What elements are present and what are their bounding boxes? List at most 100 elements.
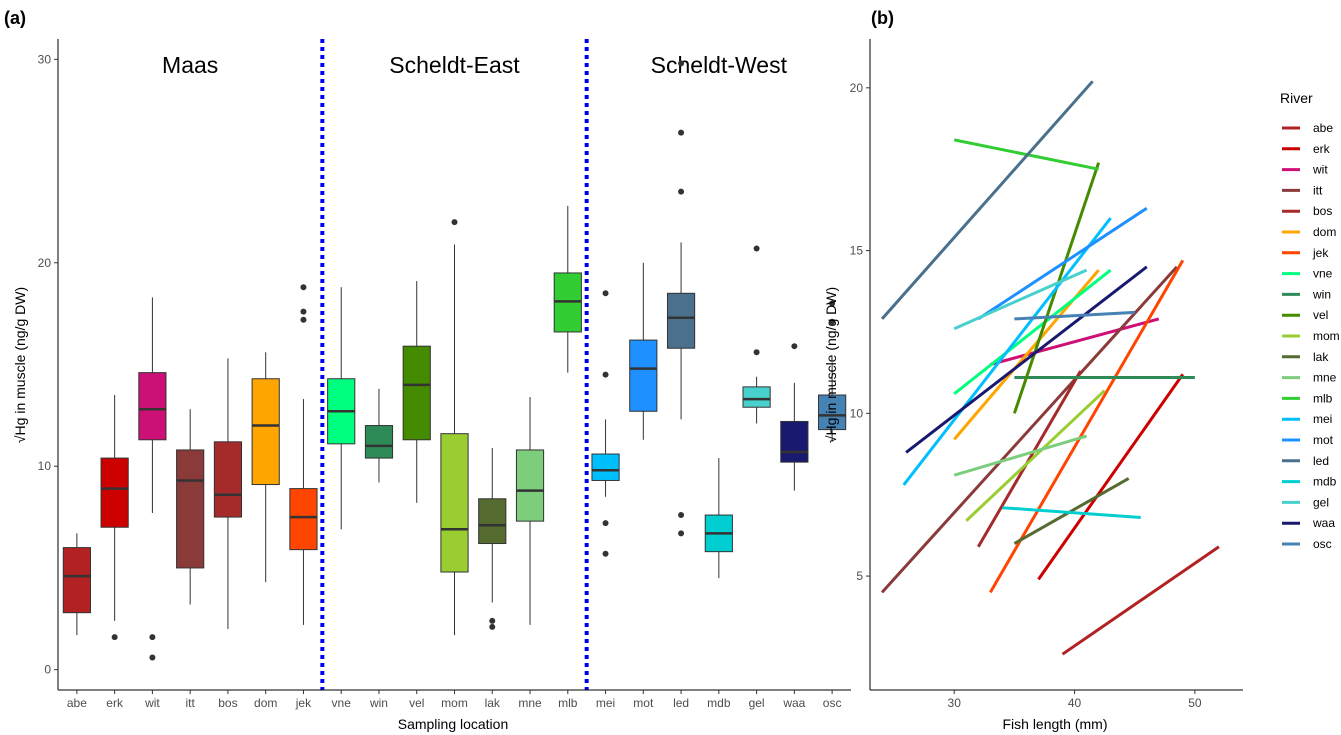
panel-a-x-tick-label: mom: [441, 696, 468, 710]
panel-a-x-tick-label: osc: [823, 696, 842, 710]
box-mlb: [553, 205, 582, 373]
legend-label-abe: abe: [1313, 121, 1333, 135]
outlier-point: [300, 284, 307, 291]
box-mei: [591, 290, 620, 557]
series-line-mdb: [1002, 506, 1141, 519]
region-label: Maas: [162, 52, 218, 78]
legend-label-jek: jek: [1312, 246, 1329, 260]
series-line-mot: [977, 207, 1148, 321]
panel-a-x-tick-label: itt: [185, 696, 195, 710]
panel-a-x-tick-label: wit: [144, 696, 160, 710]
series-line-vne: [953, 268, 1112, 395]
legend-label-wit: wit: [1312, 163, 1328, 177]
legend-title: River: [1280, 90, 1313, 106]
box-mdb: [704, 458, 733, 579]
legend-label-vel: vel: [1313, 308, 1328, 322]
legend-label-erk: erk: [1313, 142, 1331, 156]
legend-label-mom: mom: [1313, 329, 1340, 343]
box-body: [364, 425, 394, 459]
panel-a-x-tick-label: mot: [633, 696, 654, 710]
panel-b-y-axis-title: √Hg in muscle (ng/g DW): [823, 287, 839, 443]
box-vne: [327, 287, 356, 530]
panel-a-x-tick-label: gel: [749, 696, 765, 710]
legend-label-gel: gel: [1313, 495, 1329, 509]
box-mne: [515, 397, 545, 625]
series-line-jek: [989, 259, 1185, 594]
legend-label-dom: dom: [1313, 225, 1336, 239]
outlier-point: [678, 512, 685, 519]
outlier-point: [451, 219, 458, 226]
legend-label-lak: lak: [1313, 350, 1329, 364]
series-line-bos: [976, 370, 1082, 548]
legend-label-mei: mei: [1313, 412, 1332, 426]
series-line-erk: [1037, 373, 1185, 581]
box-body: [213, 441, 243, 518]
panel-a-x-tick-label: bos: [218, 696, 237, 710]
box-body: [251, 378, 280, 486]
legend-label-osc: osc: [1313, 537, 1332, 551]
region-label: Scheldt-East: [389, 52, 520, 78]
panel-a-y-axis-title: √Hg in muscle (ng/g DW): [12, 287, 28, 443]
box-erk: [100, 395, 129, 641]
outlier-point: [111, 634, 118, 641]
outlier-point: [678, 530, 685, 537]
box-jek: [289, 284, 318, 625]
panel-a-x-tick-label: mdb: [707, 696, 731, 710]
legend: River abe erk wit itt bos dom jek vne win vel mom l…: [1280, 90, 1340, 551]
outlier-point: [678, 129, 685, 136]
panel-a-y-tick-label: 30: [38, 52, 52, 66]
panel-b-lines: (b) 5 10 15 20 30 40 50 Fish length (mm) √Hg …: [823, 8, 1340, 732]
region-label: Scheldt-West: [651, 52, 788, 78]
panel-a-y-tick-label: 0: [44, 663, 51, 677]
legend-label-itt: itt: [1313, 183, 1323, 197]
box-led: [666, 60, 696, 537]
panel-a-y-axis-title-text: √Hg in muscle (ng/g DW): [12, 287, 28, 443]
box-body: [62, 547, 91, 614]
legend-label-bos: bos: [1313, 204, 1332, 218]
outlier-point: [149, 654, 156, 661]
outlier-point: [300, 316, 307, 323]
box-body: [666, 292, 696, 349]
outlier-point: [602, 371, 609, 378]
panel-b-x-tick-label: 30: [948, 696, 962, 710]
series-line-mei: [902, 217, 1112, 486]
outlier-point: [753, 245, 760, 252]
legend-label-mdb: mdb: [1313, 475, 1337, 489]
box-body: [440, 433, 469, 573]
outlier-point: [791, 343, 798, 350]
series-line-wit: [989, 317, 1160, 366]
outlier-point: [753, 349, 760, 356]
box-body: [780, 420, 809, 463]
series-line-lak: [1013, 477, 1130, 545]
box-bos: [213, 358, 243, 629]
panel-a-x-tick-label: mei: [596, 696, 615, 710]
panel-b-y-tick-label: 5: [856, 569, 863, 583]
legend-label-mlb: mlb: [1313, 391, 1333, 405]
outlier-point: [678, 60, 685, 67]
series-line-waa: [905, 265, 1148, 454]
box-mom: [440, 219, 469, 636]
panel-a-x-tick-label: vne: [332, 696, 352, 710]
box-lak: [478, 447, 507, 630]
box-wit: [138, 297, 167, 661]
panel-a-x-tick-label: mne: [518, 696, 542, 710]
outlier-point: [300, 308, 307, 315]
series-line-abe: [1061, 545, 1220, 656]
box-win: [364, 388, 394, 483]
panel-b-y-tick-label: 15: [850, 244, 864, 258]
panel-a-x-tick-label: erk: [106, 696, 124, 710]
panel-a-boxplot: (a) Maas Scheldt-East Scheldt-West 0 10 20 30…: [4, 8, 851, 732]
panel-a-x-tick-label: win: [369, 696, 388, 710]
panel-a-x-tick-label: led: [673, 696, 689, 710]
box-vel: [402, 281, 431, 503]
series-line-osc: [1014, 310, 1135, 321]
panel-b-y-axis-title-text: √Hg in muscle (ng/g DW): [823, 287, 839, 443]
legend-label-vne: vne: [1313, 267, 1333, 281]
outlier-point: [602, 520, 609, 527]
panel-a-sqrt-symbol: √: [12, 435, 28, 443]
box-waa: [780, 343, 809, 491]
panel-b-y-label-text: Hg in muscle (ng/g DW): [823, 287, 839, 436]
outlier-point: [829, 300, 836, 307]
panel-b-x-axis-title: Fish length (mm): [1002, 716, 1107, 732]
box-gel: [742, 245, 771, 424]
